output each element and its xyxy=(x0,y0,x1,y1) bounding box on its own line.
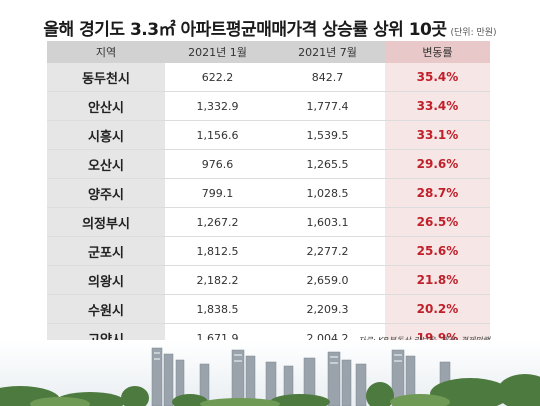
header-jul: 2021년 7월 xyxy=(270,41,385,63)
cell-change: 20.2% xyxy=(385,294,490,324)
cell-change: 26.5% xyxy=(385,207,490,237)
table-row: 오산시 976.6 1,265.5 29.6% xyxy=(47,149,490,179)
cell-jul: 1,539.5 xyxy=(270,120,385,150)
cell-jul: 2,659.0 xyxy=(270,265,385,295)
cell-jul: 2,277.2 xyxy=(270,236,385,266)
unit-label: (단위: 만원) xyxy=(450,28,497,38)
cell-change: 28.7% xyxy=(385,178,490,208)
cell-region: 의왕시 xyxy=(47,265,165,295)
cell-jan: 622.2 xyxy=(165,63,270,92)
page-title: 올해 경기도 3.3㎡ 아파트평균매매가격 상승률 상위 10곳 xyxy=(43,20,447,40)
cell-change: 25.6% xyxy=(385,236,490,266)
cell-change: 33.1% xyxy=(385,120,490,150)
cell-change: 21.8% xyxy=(385,265,490,295)
cell-change: 33.4% xyxy=(385,91,490,121)
table-row: 양주시 799.1 1,028.5 28.7% xyxy=(47,178,490,208)
header-region: 지역 xyxy=(47,41,165,63)
cell-jan: 1,838.5 xyxy=(165,294,270,324)
cell-jul: 842.7 xyxy=(270,63,385,92)
city-skyline-illustration xyxy=(0,340,540,406)
cell-jan: 1,156.6 xyxy=(165,120,270,150)
cell-jan: 799.1 xyxy=(165,178,270,208)
table-row: 시흥시 1,156.6 1,539.5 33.1% xyxy=(47,120,490,150)
cell-jan: 2,182.2 xyxy=(165,265,270,295)
cell-jul: 1,265.5 xyxy=(270,149,385,179)
table-row: 수원시 1,838.5 2,209.3 20.2% xyxy=(47,294,490,324)
table-header-row: 지역 2021년 1월 2021년 7월 변동률 xyxy=(47,41,490,63)
table-row: 의정부시 1,267.2 1,603.1 26.5% xyxy=(47,207,490,237)
table-row: 동두천시 622.2 842.7 35.4% xyxy=(47,63,490,92)
cell-jul: 1,777.4 xyxy=(270,91,385,121)
cell-jul: 2,209.3 xyxy=(270,294,385,324)
title-row: 올해 경기도 3.3㎡ 아파트평균매매가격 상승률 상위 10곳 (단위: 만원… xyxy=(0,0,540,40)
cell-jan: 1,812.5 xyxy=(165,236,270,266)
cell-region: 동두천시 xyxy=(47,63,165,92)
cell-jan: 1,267.2 xyxy=(165,207,270,237)
cell-change: 35.4% xyxy=(385,63,490,92)
cell-region: 시흥시 xyxy=(47,120,165,150)
cell-region: 수원시 xyxy=(47,294,165,324)
cell-jan: 1,332.9 xyxy=(165,91,270,121)
cell-jan: 976.6 xyxy=(165,149,270,179)
data-table: 지역 2021년 1월 2021년 7월 변동률 동두천시 622.2 842.… xyxy=(47,41,490,353)
cell-region: 오산시 xyxy=(47,149,165,179)
table-row: 군포시 1,812.5 2,277.2 25.6% xyxy=(47,236,490,266)
cell-change: 29.6% xyxy=(385,149,490,179)
cell-jul: 1,603.1 xyxy=(270,207,385,237)
cell-region: 의정부시 xyxy=(47,207,165,237)
header-change: 변동률 xyxy=(385,41,490,63)
cell-region: 양주시 xyxy=(47,178,165,208)
cell-jul: 1,028.5 xyxy=(270,178,385,208)
table-row: 의왕시 2,182.2 2,659.0 21.8% xyxy=(47,265,490,295)
header-jan: 2021년 1월 xyxy=(165,41,270,63)
cell-region: 안산시 xyxy=(47,91,165,121)
cell-region: 군포시 xyxy=(47,236,165,266)
table-row: 안산시 1,332.9 1,777.4 33.4% xyxy=(47,91,490,121)
